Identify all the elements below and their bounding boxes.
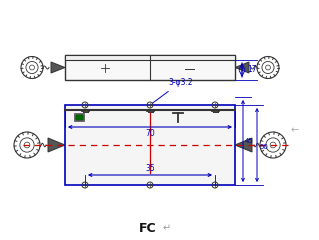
Polygon shape: [235, 138, 252, 152]
Bar: [74, 113, 84, 121]
Text: ↵: ↵: [163, 223, 171, 233]
Polygon shape: [235, 62, 249, 73]
Bar: [65, 55, 235, 80]
Bar: [65, 105, 235, 185]
Polygon shape: [51, 62, 65, 73]
Text: FC: FC: [139, 222, 157, 234]
Text: 45: 45: [245, 138, 254, 144]
Text: 3-φ3.2: 3-φ3.2: [152, 78, 193, 103]
Text: ←: ←: [291, 125, 299, 135]
Bar: [75, 114, 83, 120]
Text: 70: 70: [145, 129, 155, 138]
Bar: [65, 55, 235, 60]
Text: 50: 50: [259, 144, 268, 150]
Text: 35: 35: [145, 164, 155, 173]
Bar: [85, 63, 92, 72]
Polygon shape: [48, 138, 65, 152]
Text: 17: 17: [247, 65, 256, 74]
Bar: [77, 63, 84, 72]
